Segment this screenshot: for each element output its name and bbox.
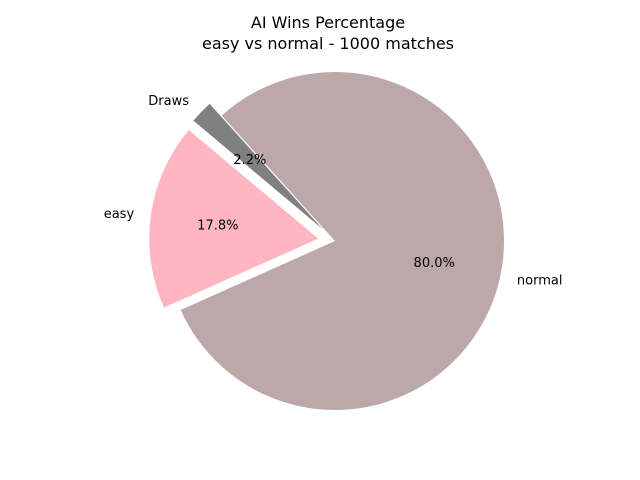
pie-slice-normal bbox=[180, 71, 505, 410]
slice-label-draws: Draws bbox=[148, 94, 189, 109]
pie-slices bbox=[149, 71, 505, 410]
chart-subtitle: easy vs normal - 1000 matches bbox=[202, 34, 454, 53]
slice-pct-normal: 80.0% bbox=[414, 256, 455, 271]
slice-pct-easy: 17.8% bbox=[197, 219, 238, 234]
chart-title: AI Wins Percentage bbox=[251, 13, 405, 32]
slice-label-normal: normal bbox=[517, 273, 563, 288]
pie-slice-draws bbox=[193, 103, 323, 230]
slice-pct-draws: 2.2% bbox=[233, 153, 266, 168]
pie-slice-easy bbox=[149, 130, 319, 308]
slice-label-easy: easy bbox=[104, 207, 135, 222]
pie-labels: easy 17.8% normal 80.0% Draws 2.2% bbox=[104, 94, 563, 288]
